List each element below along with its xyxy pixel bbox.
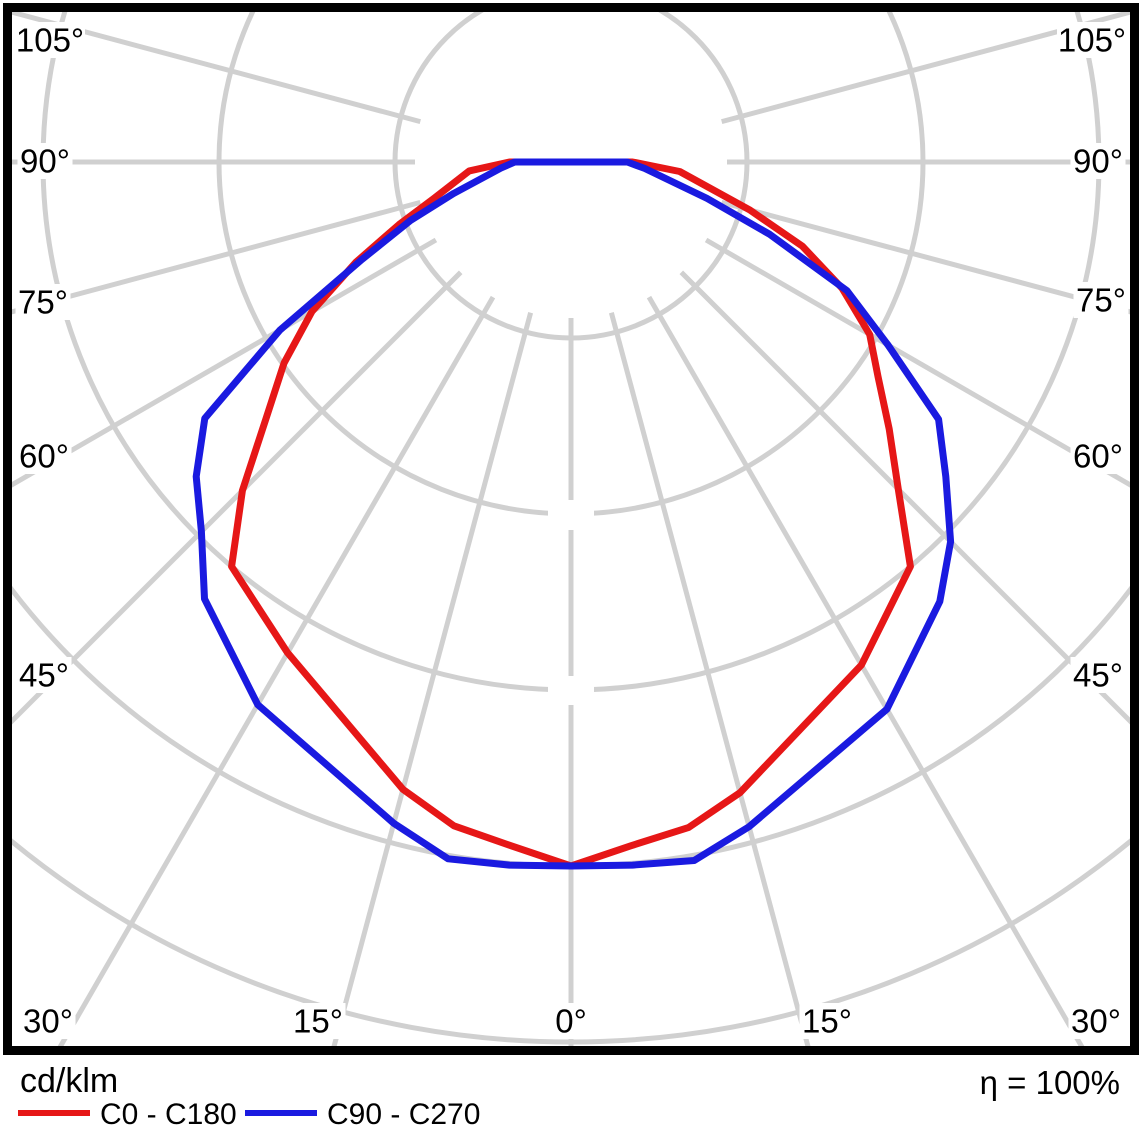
legend-label-c90-c270: C90 - C270 (327, 1098, 480, 1131)
units-label: cd/klm (20, 1062, 118, 1100)
angle-label: 30° (23, 1003, 73, 1040)
angle-label: 105° (16, 22, 84, 59)
angle-label: 0° (555, 1003, 587, 1040)
angle-label: 15° (293, 1003, 343, 1040)
angle-label: 60° (19, 438, 69, 475)
angle-label: 105° (1058, 22, 1126, 59)
angle-label: 60° (1073, 438, 1123, 475)
angle-label: 75° (1076, 282, 1126, 319)
efficiency-label: η = 100% (980, 1064, 1120, 1101)
legend-label-c0-c180: C0 - C180 (100, 1098, 237, 1131)
angle-label: 45° (19, 657, 69, 694)
angle-label: 75° (18, 284, 68, 321)
angle-label: 30° (1071, 1003, 1121, 1040)
angle-label: 15° (802, 1003, 852, 1040)
angle-label: 45° (1073, 657, 1123, 694)
angle-label: 90° (1073, 143, 1123, 180)
angle-label: 90° (20, 143, 70, 180)
